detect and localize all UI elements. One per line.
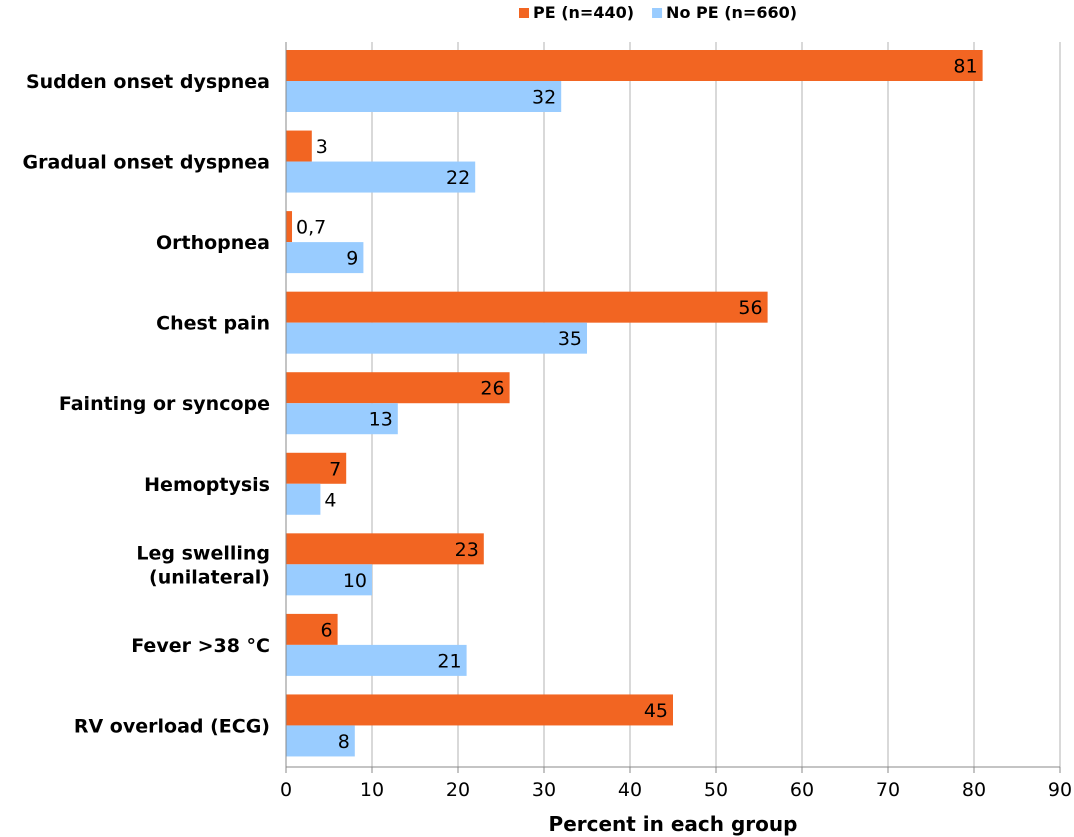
x-tick-label: 20 <box>446 779 470 801</box>
no-pe-bar <box>286 483 321 515</box>
data-label: 26 <box>480 378 504 400</box>
x-axis-title: Percent in each group <box>549 812 798 836</box>
data-label: 3 <box>316 136 328 158</box>
pe-bar <box>286 694 673 726</box>
pe-bar <box>286 50 983 81</box>
category-label: Fever >38 °C <box>131 635 270 657</box>
pe-bar <box>286 372 510 404</box>
data-label: 35 <box>558 328 582 350</box>
no-pe-bar <box>286 161 476 193</box>
no-pe-bar <box>286 81 562 112</box>
bars <box>286 50 983 757</box>
data-label: 9 <box>346 248 358 270</box>
x-tick-label: 60 <box>790 779 814 801</box>
data-label: 22 <box>446 167 470 189</box>
x-tick-label: 10 <box>360 779 384 801</box>
data-label: 21 <box>437 650 461 672</box>
x-tick-label: 50 <box>704 779 728 801</box>
no-pe-bar <box>286 403 398 435</box>
data-label: 4 <box>324 489 336 511</box>
legend: PE (n=440) No PE (n=660) <box>519 3 797 22</box>
x-tick-labels: 0 10 20 30 40 50 60 70 80 90 <box>280 779 1072 801</box>
x-tick-label: 80 <box>962 779 986 801</box>
no-pe-bar <box>286 242 364 274</box>
pe-bar <box>286 291 768 323</box>
no-pe-bar <box>286 725 355 757</box>
x-tick-label: 70 <box>876 779 900 801</box>
x-tick-label: 40 <box>618 779 642 801</box>
x-tick-label: 30 <box>532 779 556 801</box>
legend-label: PE (n=440) <box>533 3 634 22</box>
category-labels: Sudden onset dyspnea Gradual onset dyspne… <box>23 71 270 737</box>
data-label: 10 <box>343 570 367 592</box>
x-tick-label: 90 <box>1048 779 1072 801</box>
legend-swatch <box>652 8 663 18</box>
no-pe-bar <box>286 322 587 354</box>
pe-bar <box>286 613 338 645</box>
no-pe-bar <box>286 644 467 676</box>
data-label: 6 <box>321 619 333 641</box>
data-label: 7 <box>329 458 341 480</box>
data-label: 0,7 <box>296 217 326 239</box>
category-label: Leg swelling (unilateral) <box>136 542 270 588</box>
data-labels: 81 32 3 22 0,7 9 56 35 26 13 7 4 23 10 6 21 45 8 <box>296 56 978 753</box>
category-label: Sudden onset dyspnea <box>26 71 270 93</box>
category-label: Gradual onset dyspnea <box>23 152 270 174</box>
category-label: RV overload (ECG) <box>74 715 270 737</box>
data-label: 23 <box>455 539 479 561</box>
category-label: Orthopnea <box>156 232 270 254</box>
data-label: 56 <box>738 297 762 319</box>
data-label: 13 <box>369 409 393 431</box>
x-tick-label: 0 <box>280 779 292 801</box>
pe-bar <box>286 533 484 565</box>
legend-label: No PE (n=660) <box>666 3 797 22</box>
data-label: 32 <box>532 87 556 109</box>
category-label: Fainting or syncope <box>59 393 270 415</box>
pe-bar <box>286 211 293 243</box>
no-pe-bar <box>286 564 372 596</box>
category-label: Chest pain <box>156 313 270 335</box>
data-label: 81 <box>953 56 977 78</box>
category-label: Hemoptysis <box>144 474 270 496</box>
pe-bar <box>286 452 347 484</box>
legend-swatch <box>519 8 529 18</box>
data-label: 8 <box>338 731 350 753</box>
pe-bar <box>286 130 312 162</box>
data-label: 45 <box>644 700 668 722</box>
